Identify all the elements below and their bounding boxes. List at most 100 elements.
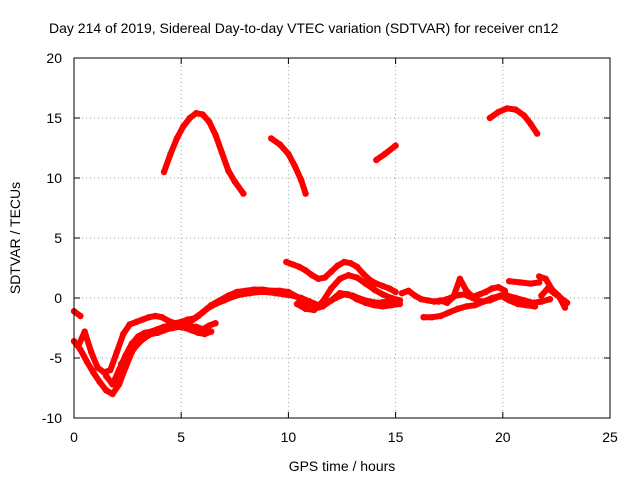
data-point (495, 108, 502, 116)
data-point (190, 315, 198, 322)
data-point (285, 288, 292, 296)
data-point (420, 314, 427, 321)
data-point (188, 327, 196, 334)
data-point (371, 286, 378, 293)
data-point (225, 292, 232, 299)
data-point (398, 290, 406, 297)
y-axis-label: SDTVAR / TECUs (7, 182, 23, 294)
data-point (199, 309, 206, 316)
data-point (527, 280, 534, 287)
data-point (298, 177, 305, 184)
data-point (212, 131, 219, 138)
chart-title: Day 214 of 2019, Sidereal Day-to-day VTE… (49, 20, 559, 36)
data-point (295, 263, 303, 270)
series-arc-a (161, 110, 247, 197)
data-point (186, 114, 193, 122)
data-point (456, 275, 464, 282)
data-point (310, 306, 318, 314)
data-point (353, 274, 361, 281)
data-point (488, 285, 496, 292)
data-point (334, 262, 341, 269)
data-point (150, 329, 157, 336)
data-point (379, 291, 386, 298)
data-point (133, 318, 140, 326)
series-low-11 (506, 278, 543, 287)
data-point (561, 304, 569, 311)
data-point (353, 263, 361, 270)
data-point (482, 288, 489, 296)
data-point (486, 297, 494, 304)
data-point (152, 312, 159, 320)
y-tick-label: 5 (54, 230, 62, 246)
data-point (495, 284, 502, 291)
data-point (173, 135, 181, 142)
data-point (486, 114, 494, 122)
data-point (476, 291, 483, 298)
x-axis-label: GPS time / hours (289, 458, 396, 474)
data-point (381, 150, 389, 158)
data-point (506, 278, 513, 285)
data-point (362, 280, 369, 287)
data-point (107, 366, 114, 374)
data-point (113, 348, 121, 356)
data-point (218, 149, 226, 156)
data-point (454, 305, 461, 312)
data-point (512, 106, 519, 113)
data-point (538, 298, 545, 305)
data-point (563, 299, 571, 306)
data-point (208, 328, 215, 335)
data-point (362, 299, 369, 306)
data-point (319, 298, 326, 305)
data-point (109, 390, 116, 398)
data-point (103, 387, 110, 394)
data-point (446, 309, 453, 316)
data-point (536, 279, 543, 286)
data-point (396, 297, 404, 304)
data-point (120, 330, 127, 338)
data-point (336, 290, 344, 297)
data-point (225, 167, 232, 174)
data-point (75, 342, 82, 350)
data-point (443, 296, 451, 303)
axes: 0 5 10 15 20 25 -10 -5 0 5 10 15 20 (42, 50, 618, 445)
data-point (160, 168, 168, 176)
data-point (478, 298, 485, 305)
data-point (231, 178, 238, 185)
data-point (533, 130, 541, 137)
data-point (514, 300, 521, 308)
data-point (437, 312, 444, 320)
y-tick-label: -10 (42, 410, 62, 426)
data-point (88, 348, 95, 356)
x-tick-label: 15 (388, 429, 404, 445)
data-point (167, 150, 174, 158)
data-point (259, 286, 266, 293)
data-point (516, 279, 524, 286)
data-point (240, 190, 247, 197)
data-point (529, 299, 536, 306)
data-point (542, 275, 549, 282)
data-point (302, 267, 309, 274)
y-tick-label: 10 (46, 170, 62, 186)
data-point (336, 275, 344, 282)
data-point (81, 328, 88, 335)
data-point (345, 272, 352, 279)
data-point (418, 296, 425, 303)
data-point (405, 287, 412, 294)
data-point (285, 150, 292, 158)
data-point (293, 293, 301, 300)
data-point (321, 274, 328, 281)
data-point (388, 302, 395, 309)
x-tick-label: 0 (70, 429, 78, 445)
data-point (435, 298, 442, 305)
data-point (373, 156, 380, 164)
data-point (109, 381, 116, 388)
data-point (212, 320, 219, 327)
data-point (77, 312, 84, 320)
data-point (373, 280, 380, 287)
data-point (521, 297, 528, 304)
data-point (360, 270, 367, 278)
data-point (495, 293, 502, 300)
data-point (546, 296, 554, 303)
data-point (347, 260, 354, 267)
